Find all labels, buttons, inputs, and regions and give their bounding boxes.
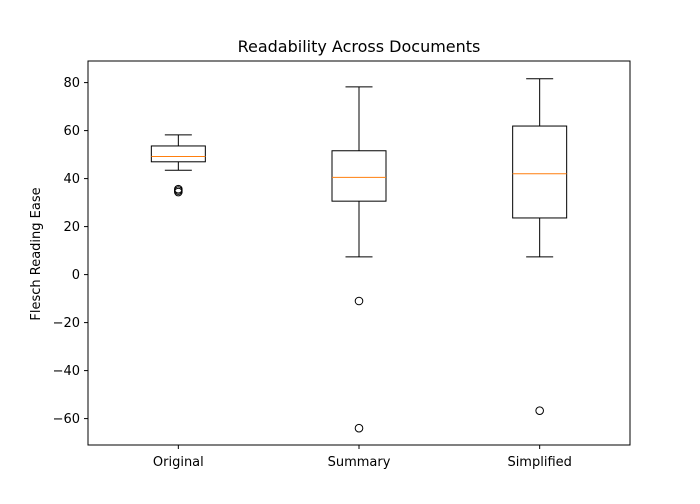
outlier-point [535, 406, 544, 415]
box-summary [331, 150, 387, 202]
y-axis-label: Flesch Reading Ease [29, 187, 44, 320]
x-tick-label: Original [153, 455, 204, 470]
x-tick-label: Simplified [507, 455, 571, 470]
chart-title: Readability Across Documents [238, 37, 481, 56]
plot-area: −60 −40 −20 0 20 40 60 80 Original Summary Simplif… [53, 60, 631, 470]
y-tick-label: 0 [72, 268, 80, 283]
y-tick-label: 80 [63, 76, 80, 91]
y-tick-label: −20 [53, 316, 80, 331]
x-tick-label: Summary [328, 455, 391, 470]
box-original [150, 145, 206, 163]
plot-frame [87, 60, 631, 446]
y-tick-label: 60 [63, 124, 80, 139]
box-simplified [512, 125, 568, 219]
y-tick-label: 40 [63, 172, 80, 187]
y-tick-label: −60 [53, 412, 80, 427]
outlier-point [354, 423, 364, 433]
outlier-point [354, 296, 364, 306]
outlier-point [174, 187, 183, 197]
y-tick-label: 20 [63, 220, 80, 235]
y-tick-label: −40 [53, 364, 80, 379]
